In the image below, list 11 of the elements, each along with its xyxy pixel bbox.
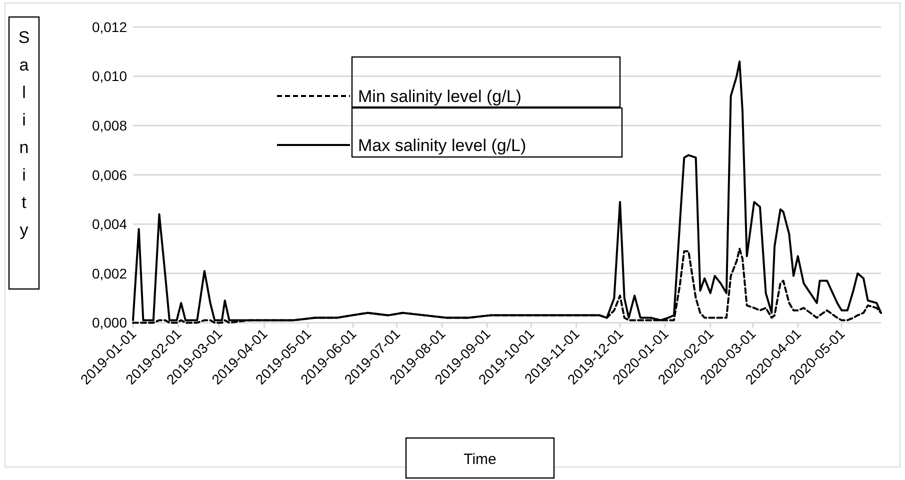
y-tick-label: 0,002 (92, 265, 128, 282)
y-tick-label: 0,008 (92, 117, 128, 134)
y-axis-title: Salinity (18, 28, 30, 240)
y-tick-label: 0,004 (92, 216, 128, 232)
y-tick-label: 0,010 (92, 68, 128, 84)
y-tick-label: 0,012 (92, 18, 128, 35)
y-tick-label: 0,006 (92, 166, 128, 183)
x-axis-title: Time (464, 451, 496, 468)
y-tick-label: 0,000 (92, 314, 128, 331)
legend-label: Max salinity level (g/L) (358, 136, 526, 155)
legend-label: Min salinity level (g/L) (358, 87, 522, 106)
